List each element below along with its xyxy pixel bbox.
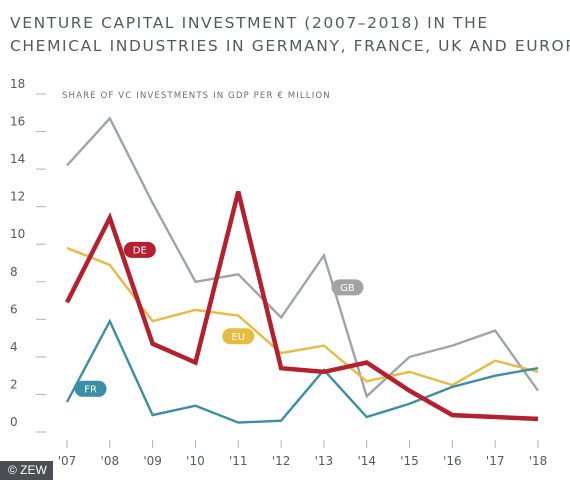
series-label-de: DE <box>123 241 156 258</box>
series-labels: GB EU FR DE <box>74 241 364 397</box>
y-tick-label: 12 <box>10 190 25 204</box>
series-line-fr <box>65 318 539 424</box>
x-tick-label: '15 <box>400 454 419 468</box>
series-label-pill <box>331 279 364 296</box>
y-tick-label: 16 <box>10 115 25 129</box>
series-lines <box>64 116 539 424</box>
chart-annotation: SHARE OF VC INVESTMENTS IN GDP PER € MIL… <box>62 91 331 101</box>
series-label-text: FR <box>84 385 97 396</box>
y-tick-label: 6 <box>10 302 18 316</box>
x-tick-label: '11 <box>229 454 248 468</box>
x-tick-label: '16 <box>443 454 462 468</box>
series-line-eu <box>66 246 539 387</box>
series-label-pill <box>74 380 107 397</box>
series-line-gb <box>66 116 539 399</box>
series-line-de <box>64 191 539 422</box>
chart-title: Venture capital investment (2007–2018) i… <box>10 12 570 58</box>
x-tick-label: '17 <box>486 454 505 468</box>
series-label-text: GB <box>340 283 355 294</box>
y-tick-label: 4 <box>10 340 18 354</box>
series-label-eu: EU <box>222 328 255 345</box>
y-tick-label: 14 <box>10 152 25 166</box>
x-axis: '07 '08 '09 '10 '11 '12 '13 '14 '15 '16 '17 '18 <box>58 440 548 468</box>
y-tick-label: 2 <box>10 377 18 391</box>
y-tick-label: 18 <box>10 77 25 91</box>
series-label-fr: FR <box>74 380 107 397</box>
series-label-text: DE <box>133 246 147 257</box>
series-label-text: EU <box>231 332 245 343</box>
x-tick-label: '07 <box>58 454 77 468</box>
y-tick-label: 8 <box>10 265 18 279</box>
x-tick-label: '08 <box>101 454 120 468</box>
y-tick-label: 10 <box>10 227 25 241</box>
series-label-pill <box>123 241 156 258</box>
chart-title-line-1: Venture capital investment (2007–2018) i… <box>10 14 489 32</box>
series-label-pill <box>222 328 255 345</box>
x-tick-label: '18 <box>529 454 548 468</box>
x-tick-label: '14 <box>357 454 376 468</box>
chart-title-line-2: chemical industries in Germany, France, … <box>10 37 570 55</box>
x-tick-label: '12 <box>272 454 291 468</box>
copyright-credit: © ZEW <box>0 461 53 480</box>
y-axis: 0 2 4 6 8 10 12 14 16 18 <box>10 77 46 433</box>
x-tick-label: '10 <box>186 454 205 468</box>
x-tick-label: '13 <box>315 454 334 468</box>
series-label-gb: GB <box>331 279 364 296</box>
x-tick-label: '09 <box>143 454 162 468</box>
y-tick-label: 0 <box>10 415 18 429</box>
